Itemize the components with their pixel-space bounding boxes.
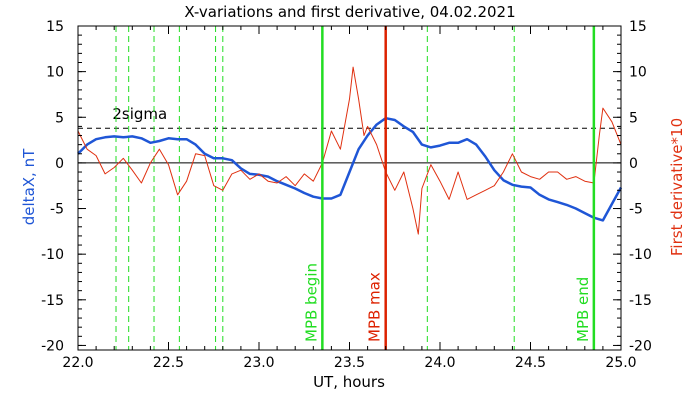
- x-axis-label: UT, hours: [313, 373, 385, 391]
- x-tick-label: 25.0: [605, 355, 636, 371]
- x-tick-label: 22.5: [153, 355, 184, 371]
- y-tick-label-right: -20: [629, 338, 652, 354]
- y-tick-label-right: 10: [629, 65, 647, 81]
- y-tick-label-right: -10: [629, 247, 652, 263]
- y-tick-label-left: -20: [41, 338, 64, 354]
- y-tick-label-left: 5: [55, 110, 64, 126]
- x-tick-label: 24.5: [515, 355, 546, 371]
- y-tick-label-right: 5: [629, 110, 638, 126]
- event-label: MPB max: [366, 272, 384, 342]
- series-line-deltax: [77, 116, 623, 222]
- y-tick-label-left: -15: [41, 293, 64, 309]
- x-tick-label: 24.0: [424, 355, 455, 371]
- y-tick-label-right: -15: [629, 293, 652, 309]
- y-axis-label-right: First derivative*10: [668, 118, 686, 256]
- x-tick-label: 22.0: [62, 355, 93, 371]
- x-tick-label: 23.0: [243, 355, 274, 371]
- y-axis-label-left: deltaX, nT: [20, 148, 38, 225]
- chart-title: X-variations and first derivative, 04.02…: [184, 3, 515, 21]
- y-tick-label-right: -5: [629, 202, 643, 218]
- y-tick-label-left: -5: [50, 202, 64, 218]
- event-label: MPB begin: [302, 263, 320, 342]
- event-label: MPB end: [574, 277, 592, 342]
- y-tick-label-right: 15: [629, 19, 647, 35]
- y-tick-label-left: 0: [55, 156, 64, 172]
- series-line-derivative: [77, 66, 622, 235]
- x-tick-label: 23.5: [334, 355, 365, 371]
- y-tick-label-right: 0: [629, 156, 638, 172]
- plot-area: 2sigma MPB begin MPB max MPB end 22.0 22.5 23.…: [41, 19, 652, 371]
- y-tick-label-left: 15: [46, 19, 64, 35]
- threshold-label: 2sigma: [112, 105, 167, 123]
- y-tick-label-left: -10: [41, 247, 64, 263]
- y-tick-label-left: 10: [46, 65, 64, 81]
- plot-frame: [77, 25, 622, 351]
